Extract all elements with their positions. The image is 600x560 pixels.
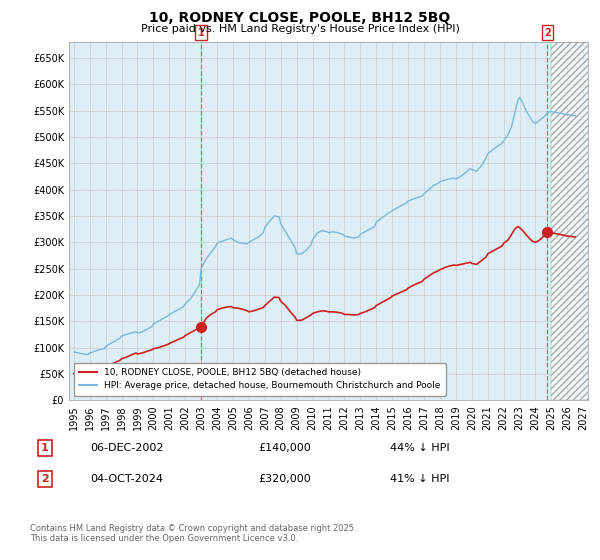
Bar	[551, 42, 591, 400]
Text: 10, RODNEY CLOSE, POOLE, BH12 5BQ: 10, RODNEY CLOSE, POOLE, BH12 5BQ	[149, 11, 451, 25]
Text: 2: 2	[544, 28, 551, 38]
Legend: 10, RODNEY CLOSE, POOLE, BH12 5BQ (detached house), HPI: Average price, detached: 10, RODNEY CLOSE, POOLE, BH12 5BQ (detac…	[74, 362, 446, 396]
Text: Price paid vs. HM Land Registry's House Price Index (HPI): Price paid vs. HM Land Registry's House …	[140, 24, 460, 34]
Text: 2: 2	[41, 474, 49, 484]
Bar	[551, 42, 591, 400]
Text: 06-DEC-2002: 06-DEC-2002	[90, 443, 163, 453]
Text: 44% ↓ HPI: 44% ↓ HPI	[390, 443, 449, 453]
Text: 1: 1	[198, 28, 205, 38]
Text: £320,000: £320,000	[258, 474, 311, 484]
Text: 04-OCT-2024: 04-OCT-2024	[90, 474, 163, 484]
Text: 1: 1	[41, 443, 49, 453]
Text: Contains HM Land Registry data © Crown copyright and database right 2025.
This d: Contains HM Land Registry data © Crown c…	[30, 524, 356, 543]
Text: 41% ↓ HPI: 41% ↓ HPI	[390, 474, 449, 484]
Text: £140,000: £140,000	[258, 443, 311, 453]
